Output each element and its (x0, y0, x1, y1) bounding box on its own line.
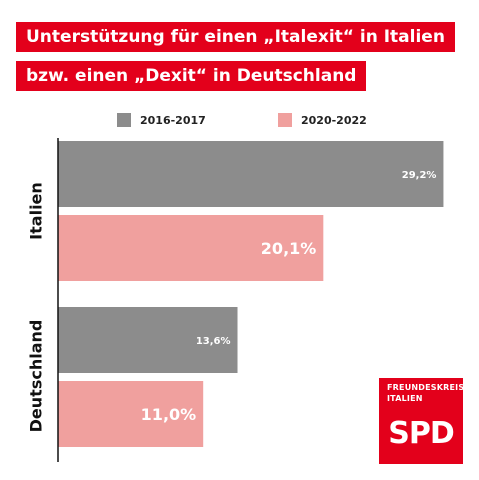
chart-title-line-2: bzw. einen „Dexit“ in Deutschland (16, 61, 367, 91)
category-label-italien: Italien (27, 182, 46, 240)
bar-deutschland-2016-2017 (58, 307, 238, 373)
bar-deutschland-2020-2022 (58, 381, 204, 447)
bar-italien-2020-2022 (58, 215, 324, 281)
legend-swatch-2016-2017 (117, 113, 131, 127)
chart-title-line-1: Unterstützung für einen „Italexit“ in It… (16, 22, 455, 52)
legend-item-2016-2017: 2016-2017 (117, 112, 206, 128)
data-label-italien-2016-2017: 29,2% (402, 170, 437, 181)
data-label-deutschland-2020-2022: 11,0% (141, 405, 197, 424)
logo-text: SPD (388, 416, 455, 451)
bar-italien-2016-2017 (58, 141, 444, 207)
legend-label-2020-2022: 2020-2022 (301, 113, 367, 127)
data-label-deutschland-2016-2017: 13,6% (196, 336, 231, 347)
legend-item-2020-2022: 2020-2022 (278, 112, 367, 128)
category-label-deutschland: Deutschland (27, 320, 46, 433)
logo-line-2: ITALIEN (387, 394, 423, 403)
data-label-italien-2020-2022: 20,1% (261, 239, 317, 258)
spd-logo: FREUNDESKREIS ITALIEN SPD (379, 378, 465, 464)
logo-line-1: FREUNDESKREIS (387, 383, 465, 392)
legend-label-2016-2017: 2016-2017 (140, 113, 206, 127)
legend-swatch-2020-2022 (278, 113, 292, 127)
